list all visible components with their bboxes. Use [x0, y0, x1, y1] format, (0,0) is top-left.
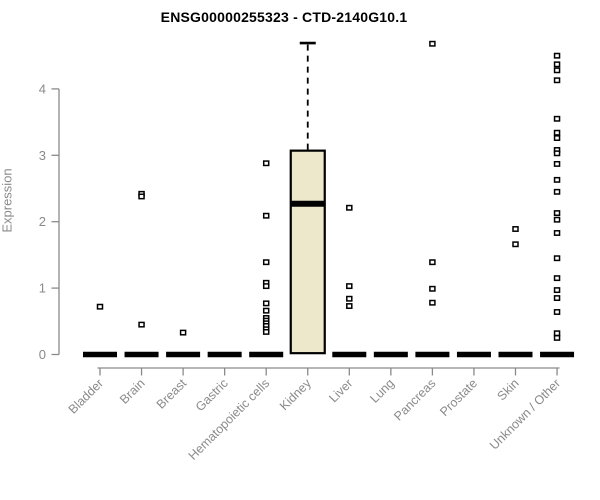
median-bar-bladder [83, 351, 117, 358]
outlier-point-unknown-other [553, 188, 561, 195]
x-category-label: Breast [154, 376, 190, 412]
y-tick-label: 2 [39, 214, 46, 229]
outlier-point-liver [346, 204, 353, 211]
x-category-label: Pancreas [391, 376, 438, 423]
outlier-point-hematopoietic-cells [262, 212, 270, 219]
outlier-point-unknown-other [553, 61, 561, 68]
x-category-label: Liver [326, 376, 355, 405]
outlier-point-pancreas [429, 299, 436, 306]
x-category-label: Unknown / Other [487, 376, 563, 452]
outlier-point-skin [512, 241, 519, 248]
outlier-point-unknown-other [553, 275, 561, 282]
y-axis-label: Expression [0, 168, 15, 233]
y-tick-label: 4 [39, 81, 46, 96]
x-category-label: Gastric [193, 376, 231, 414]
median-bar-liver [332, 351, 367, 358]
median-bar-pancreas [415, 351, 450, 358]
outlier-point-liver [346, 295, 353, 302]
chart-title: ENSG00000255323 - CTD-2140G10.1 [160, 9, 408, 25]
outlier-point-unknown-other [553, 160, 561, 167]
outlier-point-pancreas [429, 285, 436, 292]
outlier-point-hematopoietic-cells [262, 307, 270, 314]
median-bar-unknown-other [540, 351, 575, 358]
outlier-point-breast [179, 329, 187, 336]
outlier-point-pancreas [429, 259, 436, 266]
outlier-point-unknown-other [553, 309, 561, 315]
outlier-point-unknown-other [553, 287, 561, 294]
outlier-point-unknown-other [553, 150, 561, 157]
outlier-point-hematopoietic-cells [262, 300, 270, 307]
outlier-point-unknown-other [553, 255, 561, 262]
outlier-point-hematopoietic-cells [262, 259, 270, 266]
median-bar-lung [373, 351, 408, 358]
outlier-point-unknown-other [553, 77, 561, 84]
outlier-point-bladder [96, 303, 104, 310]
x-category-label: Prostate [437, 376, 480, 419]
outlier-point-unknown-other [553, 230, 561, 236]
outlier-point-unknown-other [553, 210, 561, 217]
outlier-point-unknown-other [553, 334, 561, 341]
outlier-point-unknown-other [553, 135, 561, 141]
outlier-point-pancreas [429, 40, 436, 47]
x-category-label: Hematopoietic cells [186, 376, 273, 463]
median-bar-gastric [207, 351, 242, 358]
outlier-point-liver [346, 303, 353, 309]
outlier-point-unknown-other [553, 52, 561, 59]
outlier-point-liver [346, 283, 353, 290]
box-kidney [289, 149, 326, 355]
outlier-point-hematopoietic-cells [262, 328, 270, 335]
x-category-label: Kidney [277, 376, 314, 413]
outlier-point-unknown-other [553, 129, 561, 136]
median-bar-skin [498, 351, 533, 358]
outlier-point-skin [512, 226, 519, 232]
outlier-point-brain [138, 193, 145, 200]
outlier-point-unknown-other [553, 67, 561, 74]
x-category-label: Brain [117, 376, 148, 407]
outlier-point-unknown-other [553, 295, 561, 302]
outlier-point-hematopoietic-cells [262, 160, 270, 167]
outlier-point-hematopoietic-cells [262, 283, 270, 290]
outlier-point-unknown-other [553, 115, 561, 122]
x-category-label: Bladder [66, 376, 106, 416]
outlier-point-brain [138, 321, 145, 328]
outlier-point-unknown-other [553, 176, 561, 183]
median-bar-prostate [456, 351, 491, 358]
y-tick-label: 3 [39, 148, 46, 163]
x-category-label: Skin [495, 376, 522, 403]
y-tick-label: 0 [39, 347, 46, 362]
median-bar-brain [124, 351, 159, 358]
outlier-point-unknown-other [553, 216, 561, 223]
x-category-label: Lung [367, 376, 397, 406]
median-bar-breast [166, 351, 201, 358]
outlier-point-unknown-other [553, 330, 561, 337]
median-bar-hematopoietic-cells [249, 351, 284, 358]
y-tick-label: 1 [39, 281, 46, 296]
